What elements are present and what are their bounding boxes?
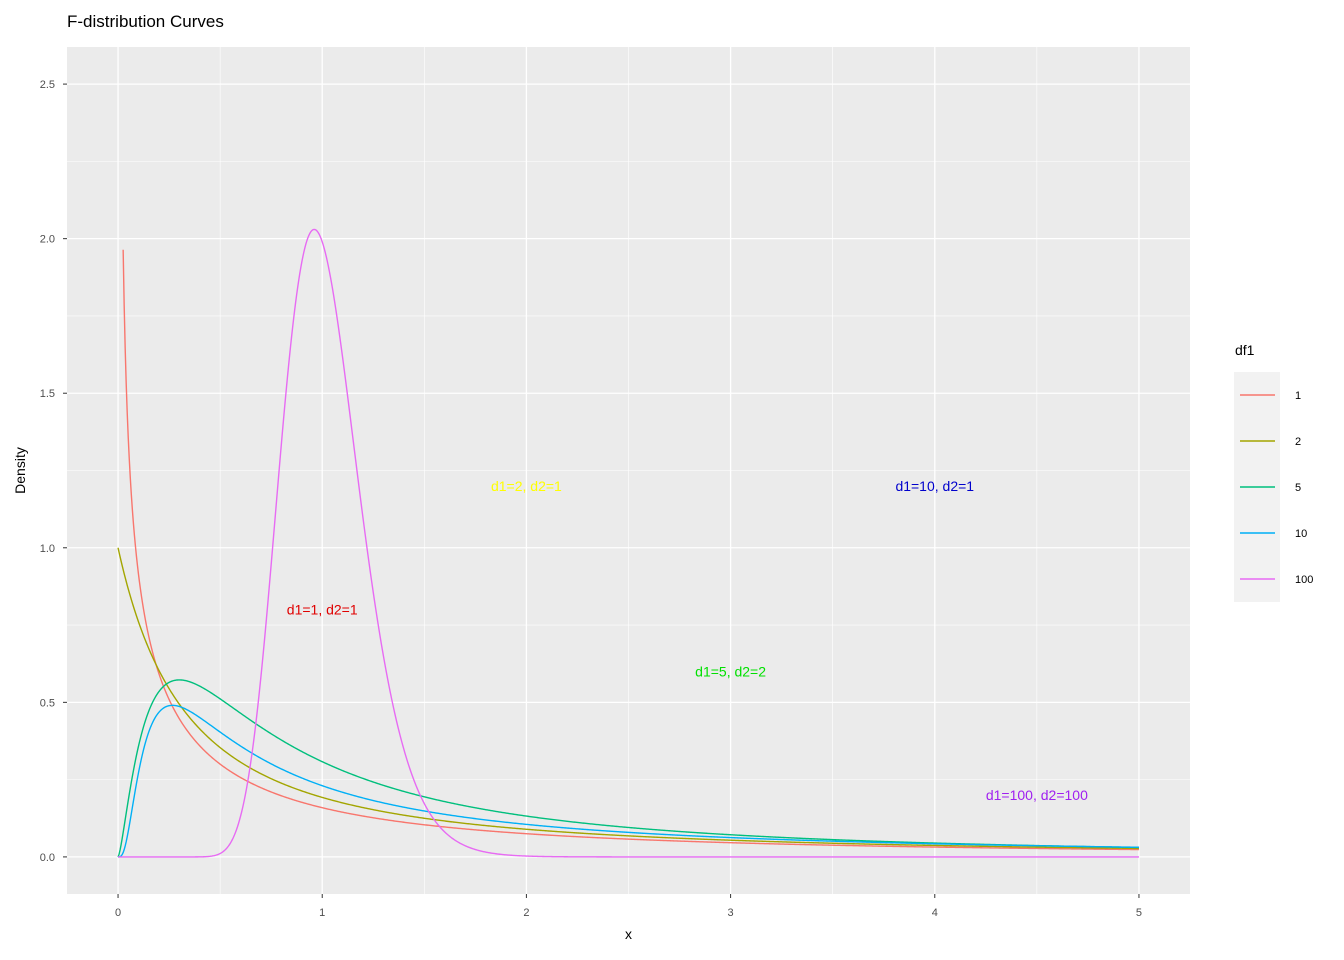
annotation-1: d1=1, d2=1: [287, 602, 358, 618]
annotation-3: d1=5, d2=2: [695, 663, 766, 679]
annotations: d1=1, d2=1 d1=2, d2=1 d1=5, d2=2 d1=10, d2=…: [287, 478, 1088, 803]
y-tick-label: 2.5: [40, 79, 55, 91]
y-tick-label: 2.0: [40, 234, 55, 246]
y-tick-label: 1.5: [40, 388, 55, 400]
series-line-df1-2: [117, 547, 1139, 850]
series-line-df1-100: [118, 228, 1139, 858]
x-tick-label: 5: [1136, 907, 1142, 919]
legend-label-10: 10: [1295, 528, 1307, 540]
series-line-df1-1: [122, 249, 1139, 851]
legend-title: df1: [1235, 342, 1255, 358]
grid-lines: [67, 47, 1190, 894]
y-tick-label: 1.0: [40, 543, 55, 555]
legend-label-5: 5: [1295, 482, 1301, 494]
annotation-2: d1=2, d2=1: [491, 478, 562, 494]
x-tick-label: 4: [932, 907, 938, 919]
x-tick-label: 2: [523, 907, 529, 919]
x-tick-label: 3: [728, 907, 734, 919]
legend: df1 1 2 5 10 100: [1234, 342, 1313, 602]
series-line-df1-10: [118, 704, 1139, 858]
x-tick-label: 1: [319, 907, 325, 919]
x-tick-label: 0: [115, 907, 121, 919]
series-lines: [117, 228, 1139, 858]
annotation-4: d1=10, d2=1: [895, 478, 974, 494]
y-tick-label: 0.0: [40, 852, 55, 864]
legend-label-100: 100: [1295, 574, 1313, 586]
chart-title: F-distribution Curves: [67, 12, 224, 31]
x-axis-ticks: 0 1 2 3 4 5: [115, 894, 1142, 919]
y-axis-ticks: 0.0 0.5 1.0 1.5 2.0 2.5: [40, 79, 67, 864]
legend-label-2: 2: [1295, 436, 1301, 448]
y-tick-label: 0.5: [40, 697, 55, 709]
y-axis-title: Density: [12, 447, 28, 494]
annotation-5: d1=100, d2=100: [986, 787, 1088, 803]
x-axis-title: x: [625, 926, 632, 942]
legend-label-1: 1: [1295, 390, 1301, 402]
